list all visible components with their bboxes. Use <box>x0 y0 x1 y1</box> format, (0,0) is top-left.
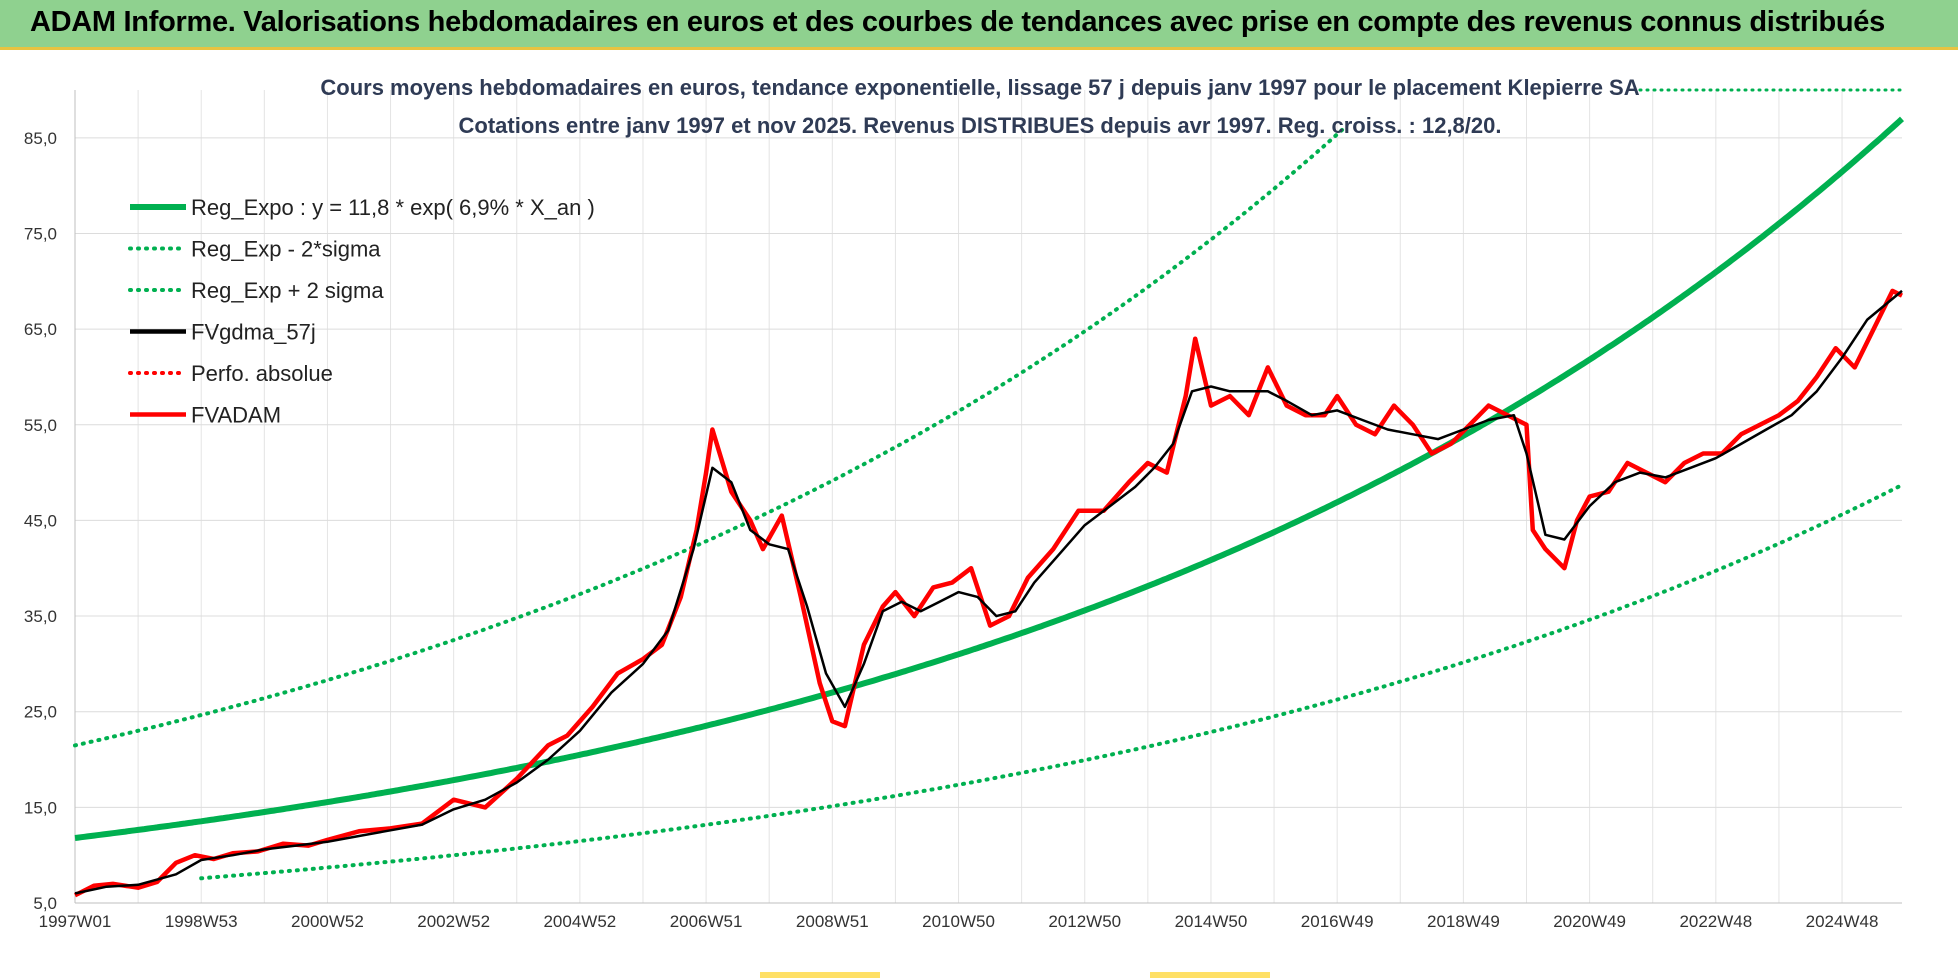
y-tick-label: 85,0 <box>24 129 57 148</box>
legend-item: Reg_Exp - 2*sigma <box>128 237 381 262</box>
y-tick-label: 15,0 <box>24 798 57 817</box>
chart-series <box>73 88 1905 898</box>
x-tick-label: 2002W52 <box>417 912 490 931</box>
y-tick-label: 55,0 <box>24 416 57 435</box>
y-tick-label: 65,0 <box>24 320 57 339</box>
legend-label: Reg_Expo : y = 11,8 * exp( 6,9% * X_an ) <box>191 195 595 220</box>
y-tick-label: 5,0 <box>33 894 57 913</box>
legend-item: FVgdma_57j <box>130 320 316 345</box>
y-tick-label: 25,0 <box>24 703 57 722</box>
series-fvgdma-57j <box>74 289 1903 895</box>
chart-gridlines <box>74 90 1902 904</box>
x-tick-label: 2012W50 <box>1048 912 1121 931</box>
legend-item: FVADAM <box>130 403 281 428</box>
legend-item: Perfo. absolue <box>128 361 333 386</box>
chart-legend: Reg_Expo : y = 11,8 * exp( 6,9% * X_an )… <box>128 195 595 428</box>
x-tick-label: 2008W51 <box>796 912 869 931</box>
x-tick-label: 2020W49 <box>1553 912 1626 931</box>
x-tick-label: 2016W49 <box>1301 912 1374 931</box>
chart-title-line-2: Cotations entre janv 1997 et nov 2025. R… <box>459 113 1502 138</box>
y-tick-label: 75,0 <box>24 224 57 243</box>
x-tick-label: 2006W51 <box>670 912 743 931</box>
x-tick-label: 2000W52 <box>291 912 364 931</box>
y-tick-label: 45,0 <box>24 511 57 530</box>
x-tick-label: 2024W48 <box>1806 912 1879 931</box>
upper-band-curve <box>73 126 1346 748</box>
x-tick-label: 2004W52 <box>543 912 616 931</box>
x-tick-label: 2010W50 <box>922 912 995 931</box>
banner-title: ADAM Informe. Valorisations hebdomadaire… <box>30 6 1885 38</box>
header-banner: ADAM Informe. Valorisations hebdomadaire… <box>0 0 1958 50</box>
bottom-accent-bar <box>760 972 880 978</box>
legend-label: Perfo. absolue <box>191 361 333 386</box>
x-axis: 1997W01 1998W53 2000W52 2002W52 2004W52 2006W… <box>39 912 1879 931</box>
y-axis: 5,0 15,0 25,0 35,0 45,0 55,0 65,0 75,0 85,0 <box>24 129 57 913</box>
legend-label: FVADAM <box>191 403 281 428</box>
regression-curve <box>74 116 1905 841</box>
legend-label: Reg_Exp + 2 sigma <box>191 278 384 303</box>
bottom-accent-bar <box>1150 972 1270 978</box>
legend-label: Reg_Exp - 2*sigma <box>191 237 381 262</box>
x-tick-label: 1997W01 <box>39 912 112 931</box>
x-tick-label: 2018W49 <box>1427 912 1500 931</box>
chart-title-line-1: Cours moyens hebdomadaires en euros, ten… <box>320 75 1639 100</box>
chart: 5,0 15,0 25,0 35,0 45,0 55,0 65,0 75,0 85,0 1997… <box>0 50 1958 978</box>
x-tick-label: 2014W50 <box>1175 912 1248 931</box>
legend-label: FVgdma_57j <box>191 320 316 345</box>
y-tick-label: 35,0 <box>24 607 57 626</box>
x-tick-label: 2022W48 <box>1679 912 1752 931</box>
lower-band-curve <box>199 483 1904 881</box>
legend-item: Reg_Exp + 2 sigma <box>128 278 384 303</box>
legend-item: Reg_Expo : y = 11,8 * exp( 6,9% * X_an ) <box>130 195 595 220</box>
x-tick-label: 1998W53 <box>165 912 238 931</box>
